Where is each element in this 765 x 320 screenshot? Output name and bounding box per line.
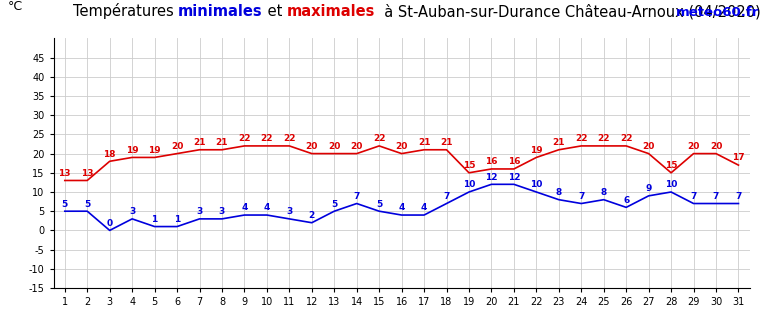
Text: 20: 20 — [643, 142, 655, 151]
Text: 20: 20 — [710, 142, 722, 151]
Text: maximales: maximales — [287, 4, 375, 19]
Text: 2: 2 — [308, 211, 315, 220]
Text: 4: 4 — [399, 203, 405, 212]
Text: 10: 10 — [463, 180, 475, 189]
Text: meteo60.fr: meteo60.fr — [675, 6, 759, 19]
Text: 16: 16 — [485, 157, 498, 166]
Text: 20: 20 — [328, 142, 340, 151]
Text: 19: 19 — [125, 146, 138, 155]
Text: 10: 10 — [530, 180, 542, 189]
Text: 22: 22 — [620, 134, 633, 143]
Text: et: et — [262, 4, 287, 19]
Text: à St-Auban-sur-Durance Château-Arnoux (04/2020): à St-Auban-sur-Durance Château-Arnoux (0… — [375, 4, 761, 19]
Text: 20: 20 — [396, 142, 408, 151]
Text: 8: 8 — [555, 188, 562, 197]
Text: 7: 7 — [444, 192, 450, 201]
Text: 20: 20 — [305, 142, 318, 151]
Text: 19: 19 — [148, 146, 161, 155]
Text: 4: 4 — [241, 203, 248, 212]
Text: 12: 12 — [485, 172, 498, 182]
Text: 5: 5 — [331, 199, 337, 209]
Text: minimales: minimales — [178, 4, 262, 19]
Text: 7: 7 — [713, 192, 719, 201]
Text: 22: 22 — [261, 134, 273, 143]
Text: 13: 13 — [59, 169, 71, 178]
Text: 5: 5 — [84, 199, 90, 209]
Text: 16: 16 — [508, 157, 520, 166]
Text: 4: 4 — [421, 203, 428, 212]
Text: 21: 21 — [552, 138, 565, 147]
Text: 4: 4 — [264, 203, 270, 212]
Text: 7: 7 — [578, 192, 584, 201]
Text: 0: 0 — [106, 219, 112, 228]
Text: 3: 3 — [286, 207, 292, 216]
Text: 22: 22 — [597, 134, 610, 143]
Text: 9: 9 — [646, 184, 652, 193]
Text: 19: 19 — [530, 146, 542, 155]
Text: 22: 22 — [283, 134, 295, 143]
Text: 8: 8 — [601, 188, 607, 197]
Text: 7: 7 — [690, 192, 697, 201]
Text: 3: 3 — [197, 207, 203, 216]
Text: 6: 6 — [623, 196, 630, 205]
Text: 5: 5 — [62, 199, 68, 209]
Text: 20: 20 — [350, 142, 363, 151]
Text: 3: 3 — [219, 207, 225, 216]
Text: 15: 15 — [665, 161, 677, 170]
Text: 12: 12 — [508, 172, 520, 182]
Text: 22: 22 — [238, 134, 251, 143]
Text: 3: 3 — [129, 207, 135, 216]
Text: 10: 10 — [665, 180, 677, 189]
Text: 21: 21 — [441, 138, 453, 147]
Text: 21: 21 — [418, 138, 431, 147]
Text: 21: 21 — [194, 138, 206, 147]
Text: Températures: Températures — [73, 3, 178, 19]
Text: 7: 7 — [735, 192, 741, 201]
Text: 5: 5 — [376, 199, 382, 209]
Text: °C: °C — [8, 0, 23, 13]
Text: 13: 13 — [81, 169, 93, 178]
Text: 1: 1 — [151, 215, 158, 224]
Text: 22: 22 — [373, 134, 386, 143]
Text: 1: 1 — [174, 215, 181, 224]
Text: 18: 18 — [103, 149, 116, 159]
Text: 17: 17 — [732, 153, 745, 163]
Text: 21: 21 — [216, 138, 228, 147]
Text: 20: 20 — [171, 142, 184, 151]
Text: 22: 22 — [575, 134, 588, 143]
Text: 15: 15 — [463, 161, 475, 170]
Text: 20: 20 — [688, 142, 700, 151]
Text: 7: 7 — [353, 192, 360, 201]
